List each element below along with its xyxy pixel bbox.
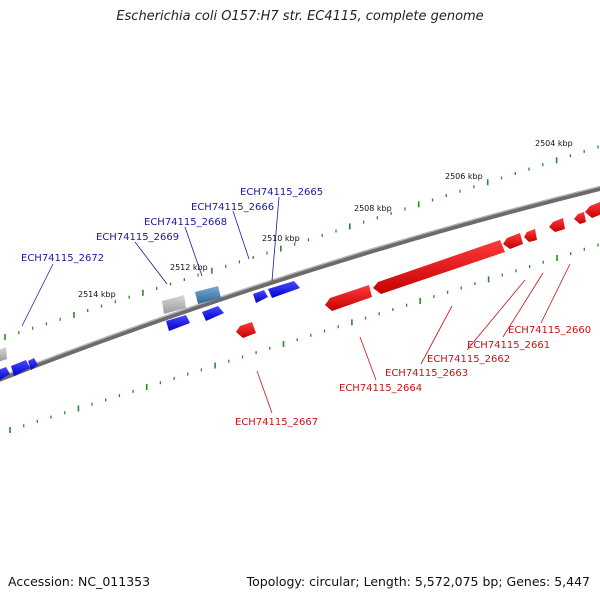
gene-2662-arrow[interactable] <box>503 233 523 249</box>
gene-2668-box[interactable] <box>195 286 221 304</box>
forward-genes <box>0 281 300 380</box>
leader-2661 <box>502 272 544 338</box>
gene-2666-arrow[interactable] <box>253 290 268 303</box>
gene-2676-box[interactable] <box>0 347 7 362</box>
genome-backbone-highlight <box>0 185 600 378</box>
reverse-leaders <box>256 263 571 414</box>
leader-2672 <box>21 263 54 327</box>
gene-2661-arrow[interactable] <box>524 229 537 242</box>
scale-label-2504: 2504 kbp <box>535 139 573 148</box>
label-2663[interactable]: ECH74115_2663 <box>385 368 468 379</box>
gene-2664-arrow[interactable] <box>325 285 372 311</box>
label-2666[interactable]: ECH74115_2666 <box>191 202 274 213</box>
label-2669[interactable]: ECH74115_2669 <box>96 232 179 243</box>
leader-2664 <box>359 336 377 381</box>
gene-2658-arrow[interactable] <box>585 202 600 218</box>
gene-2670-arrow[interactable] <box>202 306 224 321</box>
label-2662[interactable]: ECH74115_2662 <box>427 354 510 365</box>
accession-text: Accession: NC_011353 <box>8 574 151 589</box>
scale-label-2512: 2512 kbp <box>170 263 208 272</box>
label-2668[interactable]: ECH74115_2668 <box>144 217 227 228</box>
label-2672[interactable]: ECH74115_2672 <box>21 253 104 264</box>
label-2665[interactable]: ECH74115_2665 <box>240 187 323 198</box>
label-2664[interactable]: ECH74115_2664 <box>339 383 422 394</box>
gene-2663-arrow[interactable] <box>373 240 505 294</box>
leader-2660 <box>540 263 571 324</box>
label-2660[interactable]: ECH74115_2660 <box>508 325 591 336</box>
topology-summary: Topology: circular; Length: 5,572,075 bp… <box>246 574 590 589</box>
scale-label-2506: 2506 kbp <box>445 172 483 181</box>
genome-backbone-line <box>0 185 600 382</box>
leader-2668 <box>184 226 203 277</box>
gene-2675-arrow[interactable] <box>0 367 10 380</box>
gene-2671-arrow[interactable] <box>166 315 190 331</box>
gene-2660-arrow[interactable] <box>549 218 565 232</box>
leader-2663 <box>420 305 453 365</box>
gene-2665-arrow[interactable] <box>268 281 300 298</box>
scale-label-2514: 2514 kbp <box>78 290 116 299</box>
gene-2659-arrow[interactable] <box>574 212 586 224</box>
inner-tick-row <box>9 243 599 433</box>
label-2667[interactable]: ECH74115_2667 <box>235 417 318 428</box>
scale-label-2510: 2510 kbp <box>262 234 300 243</box>
label-2661[interactable]: ECH74115_2661 <box>467 340 550 351</box>
outer-tick-row <box>4 145 599 340</box>
leader-2666 <box>232 210 250 260</box>
reverse-genes <box>236 202 600 338</box>
map-title: Escherichia coli O157:H7 str. EC4115, co… <box>116 9 484 24</box>
leader-2669 <box>134 241 168 285</box>
leader-2667 <box>256 370 273 414</box>
forward-leaders <box>21 196 280 327</box>
gene-2673-arrow[interactable] <box>11 360 30 376</box>
gene-2674-arrow[interactable] <box>28 358 38 370</box>
gene-2667-arrow[interactable] <box>236 322 256 338</box>
leader-2662 <box>466 279 526 351</box>
leader-2665 <box>271 196 280 282</box>
scale-label-2508: 2508 kbp <box>354 204 392 213</box>
gene-2669-box[interactable] <box>162 295 186 314</box>
